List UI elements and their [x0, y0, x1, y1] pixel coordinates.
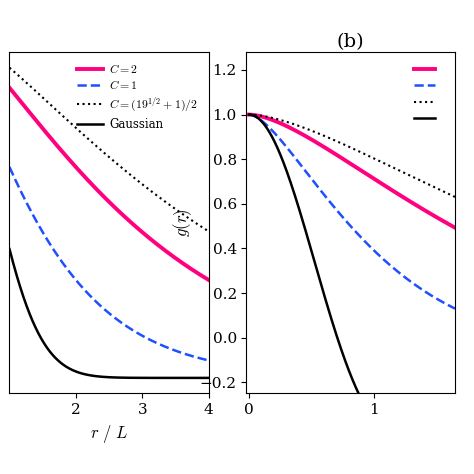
Legend: , , , : , , ,: [409, 58, 449, 130]
X-axis label: $r\ /\ L$: $r\ /\ L$: [90, 423, 128, 445]
Y-axis label: $g(r)$: $g(r)$: [172, 209, 194, 237]
Legend: $C = 2$, $C = 1$, $C = (19^{1/2} + 1)/2$, Gaussian: $C = 2$, $C = 1$, $C = (19^{1/2} + 1)/2$…: [73, 58, 203, 136]
Title: (b): (b): [337, 33, 365, 51]
